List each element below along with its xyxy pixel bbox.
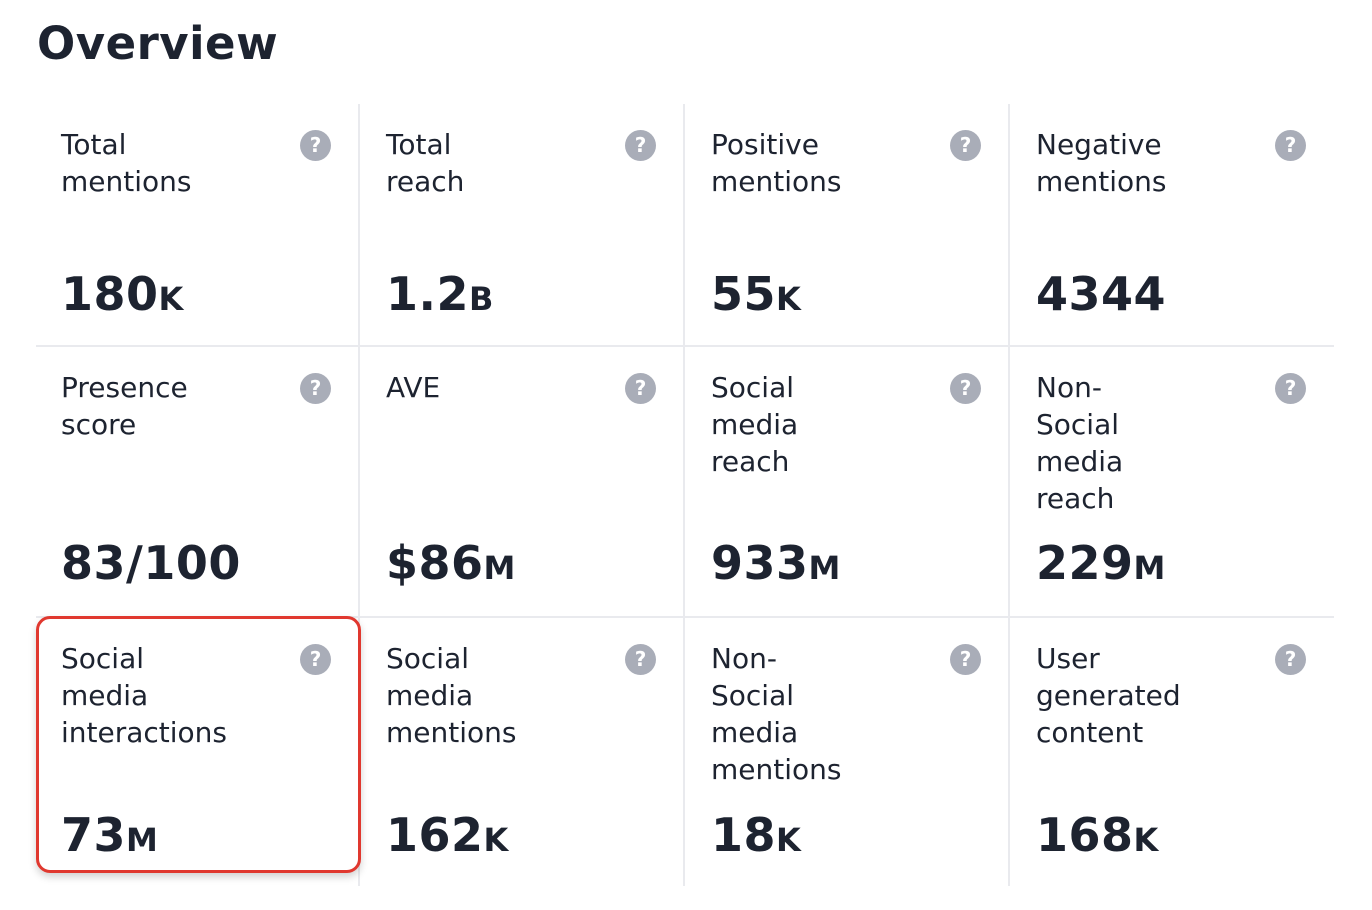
column-divider (683, 104, 685, 886)
metric-value: 933M (711, 536, 841, 590)
metric-card-total-reach: Total reach ? 1.2B (361, 104, 685, 345)
row-divider (36, 345, 1334, 347)
question-icon[interactable]: ? (625, 644, 656, 675)
metric-value: 4344 (1036, 267, 1167, 321)
metric-value: 73M (61, 808, 158, 862)
question-icon[interactable]: ? (625, 373, 656, 404)
question-icon[interactable]: ? (1275, 373, 1306, 404)
metric-card-total-mentions: Total mentions ? 180K (36, 104, 360, 345)
question-icon[interactable]: ? (625, 130, 656, 161)
metric-card-presence-score: Presence score ? 83/100 (36, 347, 360, 616)
row-divider (36, 616, 1334, 618)
question-icon[interactable]: ? (950, 373, 981, 404)
metric-card-negative-mentions: Negative mentions ? 4344 (1011, 104, 1335, 345)
metric-value: 18K (711, 808, 801, 862)
metric-label: Social media interactions (61, 642, 228, 749)
metric-label: Total mentions (61, 128, 192, 198)
question-icon[interactable]: ? (950, 130, 981, 161)
metric-value: 1.2B (386, 267, 494, 321)
metric-value: 55K (711, 267, 801, 321)
metric-value: 162K (386, 808, 509, 862)
metric-value: 229M (1036, 536, 1166, 590)
metric-card-social-media-reach: Social media reach ? 933M (686, 347, 1010, 616)
question-icon[interactable]: ? (300, 130, 331, 161)
metric-value: 180K (61, 267, 184, 321)
metric-value: 83/100 (61, 536, 241, 590)
metric-value: $86M (386, 536, 516, 590)
overview-grid: Total mentions ? 180K Total reach ? 1.2B… (36, 104, 1334, 886)
metric-label: User generated content (1036, 642, 1181, 749)
metric-label: Non- Social media mentions (711, 642, 842, 786)
metric-label: Social media reach (711, 371, 799, 478)
question-icon[interactable]: ? (950, 644, 981, 675)
question-icon[interactable]: ? (300, 644, 331, 675)
metric-label: Negative mentions (1036, 128, 1167, 198)
metric-card-non-social-media-mentions: Non- Social media mentions ? 18K (686, 618, 1010, 886)
metric-label: Presence score (61, 371, 188, 441)
metric-label: Non- Social media reach (1036, 371, 1124, 515)
question-icon[interactable]: ? (300, 373, 331, 404)
metric-card-ave: AVE ? $86M (361, 347, 685, 616)
metric-value: 168K (1036, 808, 1159, 862)
column-divider (1008, 104, 1010, 886)
metric-label: AVE (386, 371, 441, 404)
question-icon[interactable]: ? (1275, 130, 1306, 161)
question-icon[interactable]: ? (1275, 644, 1306, 675)
metric-label: Positive mentions (711, 128, 842, 198)
metric-card-social-media-interactions: Social media interactions ? 73M (36, 618, 360, 886)
metric-label: Social media mentions (386, 642, 517, 749)
column-divider (358, 104, 360, 886)
metric-label: Total reach (386, 128, 465, 198)
page-title: Overview (37, 17, 279, 70)
metric-card-user-generated-content: User generated content ? 168K (1011, 618, 1335, 886)
metric-card-positive-mentions: Positive mentions ? 55K (686, 104, 1010, 345)
metric-card-social-media-mentions: Social media mentions ? 162K (361, 618, 685, 886)
metric-card-non-social-media-reach: Non- Social media reach ? 229M (1011, 347, 1335, 616)
